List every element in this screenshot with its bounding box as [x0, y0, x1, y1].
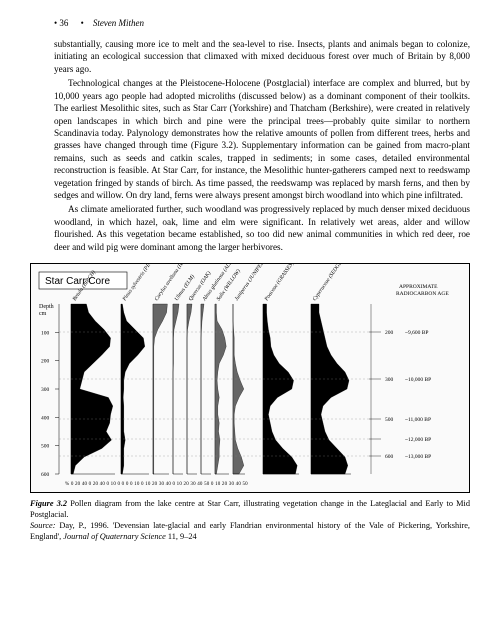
svg-text:~12,000 BP: ~12,000 BP: [405, 437, 431, 443]
svg-text:APPROXIMATE: APPROXIMATE: [399, 284, 438, 290]
caption-journal: Journal of Quaternary Science: [63, 532, 166, 541]
svg-text:200: 200: [41, 359, 50, 365]
svg-text:cm: cm: [39, 311, 47, 317]
svg-text:~9,600 BP: ~9,600 BP: [405, 330, 428, 336]
pollen-svg: Star Carr CoreDepthcm100200300400500600B…: [31, 264, 470, 492]
running-head: • 36 • Steven Mithen: [54, 18, 470, 28]
pollen-diagram: Star Carr CoreDepthcm100200300400500600B…: [30, 263, 470, 493]
page-number: 36: [59, 18, 68, 28]
svg-text:100: 100: [41, 331, 50, 337]
svg-text:200: 200: [385, 330, 394, 336]
svg-text:500: 500: [41, 444, 50, 450]
body-text: substantially, causing more ice to melt …: [54, 38, 470, 253]
svg-text:Poaceae (GRASSES): Poaceae (GRASSES): [262, 264, 295, 303]
paragraph-1: substantially, causing more ice to melt …: [54, 38, 470, 75]
svg-text:Depth: Depth: [39, 304, 54, 310]
svg-text:500: 500: [385, 417, 394, 423]
page: • 36 • Steven Mithen substantially, caus…: [0, 0, 500, 562]
svg-text:300: 300: [41, 387, 50, 393]
svg-text:600: 600: [41, 472, 50, 478]
svg-text:~13,000 BP: ~13,000 BP: [405, 454, 431, 460]
svg-text:300: 300: [385, 377, 394, 383]
paragraph-3: As climate ameliorated further, such woo…: [54, 203, 470, 253]
header-bullet: •: [54, 18, 57, 28]
svg-text:~10,000 BP: ~10,000 BP: [405, 377, 431, 383]
running-author: Steven Mithen: [93, 18, 144, 28]
caption-source-label: Source:: [30, 521, 56, 530]
figure-3-2: Star Carr CoreDepthcm100200300400500600B…: [30, 263, 470, 542]
svg-text:Cyperaceae (SEDGES): Cyperaceae (SEDGES): [311, 264, 346, 302]
header-bullet-2: •: [81, 18, 84, 28]
svg-text:600: 600: [385, 454, 394, 460]
svg-text:400: 400: [41, 416, 50, 422]
svg-text:~11,000 BP: ~11,000 BP: [405, 417, 431, 423]
figure-caption-text: Pollen diagram from the lake centre at S…: [30, 499, 470, 519]
svg-text:RADIOCARBON AGE: RADIOCARBON AGE: [396, 291, 449, 297]
paragraph-2: Technological changes at the Pleistocene…: [54, 77, 470, 201]
caption-tail: 11, 9–24: [166, 532, 197, 541]
figure-number: Figure 3.2: [30, 499, 67, 508]
figure-caption: Figure 3.2 Pollen diagram from the lake …: [30, 499, 470, 542]
svg-text:Star Carr Core: Star Carr Core: [45, 276, 110, 287]
svg-text:% 0 20 40 0 20 40 0 1: % 0 20 40 0 20 40 0 10 0 0 0 0 10 0 10 2…: [65, 482, 248, 487]
